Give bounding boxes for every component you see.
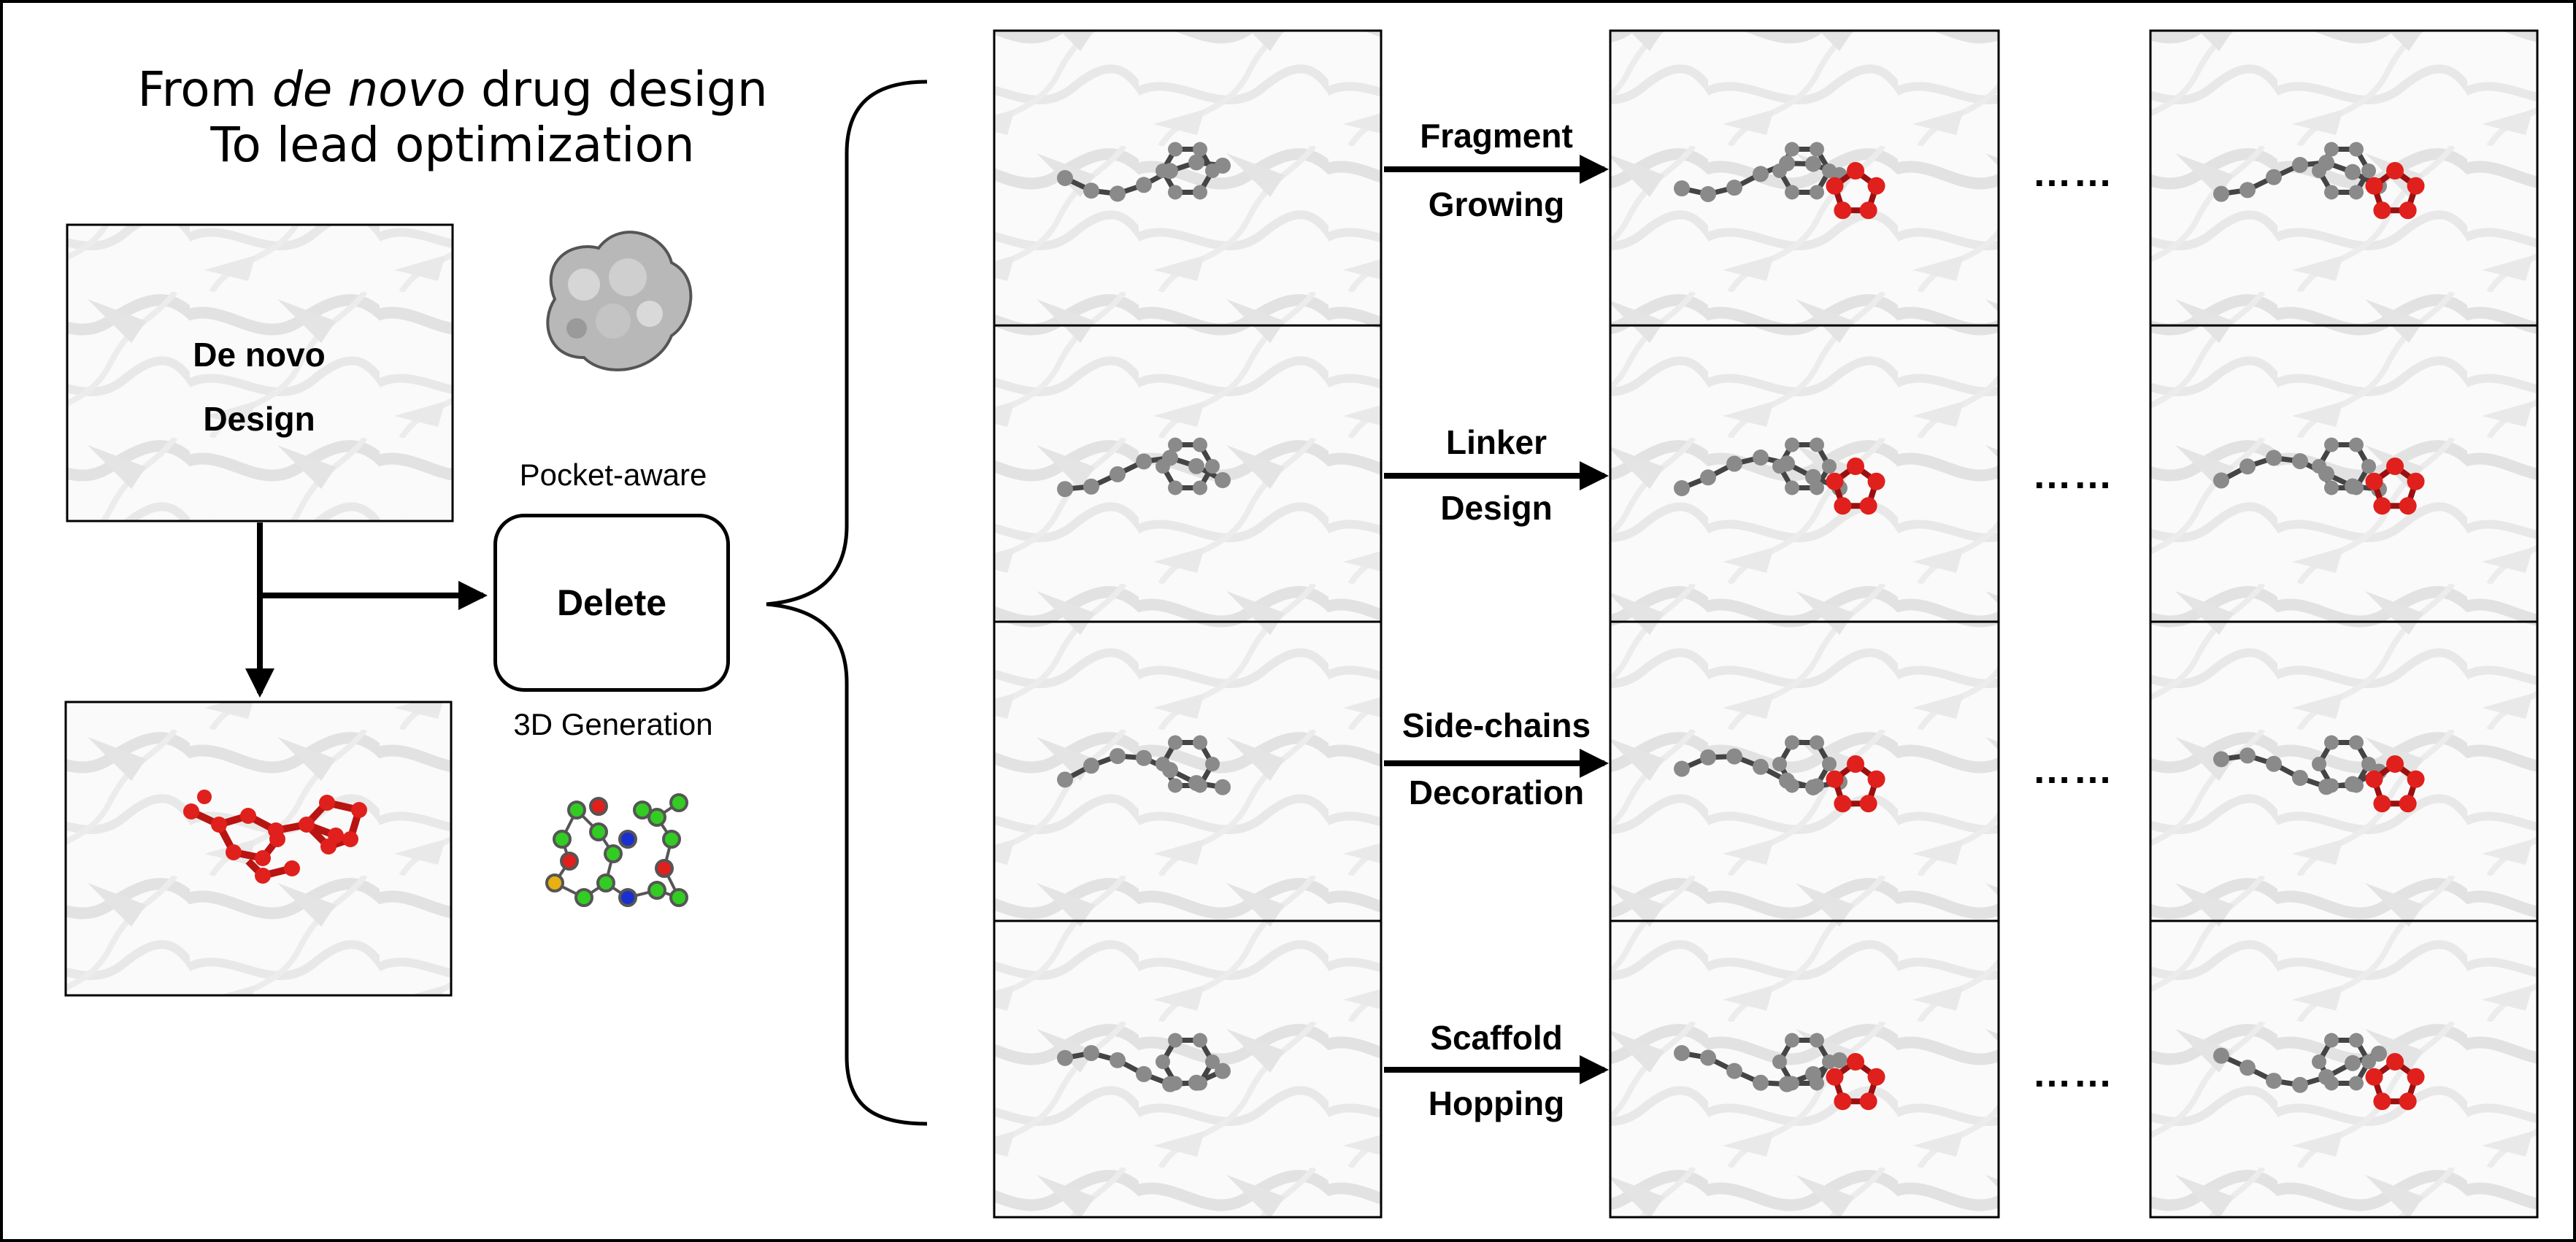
pocket-aware-label: Pocket-aware — [519, 458, 707, 492]
example-panel-r4-c2 — [1609, 919, 2000, 1219]
task-2-line2: Design — [1440, 489, 1553, 527]
ellipsis-row-4: …… — [2032, 1052, 2114, 1095]
task-3-line2: Decoration — [1408, 774, 1585, 811]
result-panel — [64, 701, 453, 997]
denovo-label-line1: De novo — [193, 336, 326, 374]
example-panel-r2-c3 — [2149, 324, 2539, 623]
title-line1: From de novo drug design — [137, 61, 768, 117]
task-4-line1: Scaffold — [1430, 1019, 1563, 1057]
example-panel-r1-c1 — [993, 29, 1383, 327]
protein-surface-icon — [546, 231, 693, 371]
task-2-line1: Linker — [1445, 423, 1547, 461]
ellipsis-row-3: …… — [2032, 748, 2114, 792]
red-ligand-result-atoms — [183, 790, 367, 884]
example-panel-r1-c2 — [1609, 29, 2000, 327]
example-panel-r2-c1 — [993, 324, 1383, 623]
example-panel-r3-c2 — [1609, 620, 2000, 922]
task-4-line2: Hopping — [1428, 1084, 1565, 1122]
example-panel-r4-c3 — [2149, 919, 2539, 1219]
example-panel-r1-c3 — [2149, 29, 2539, 327]
task-3-line1: Side-chains — [1402, 706, 1591, 744]
denovo-label-line2: Design — [203, 400, 315, 438]
title-italic: de novo — [272, 61, 466, 117]
task-1-line1: Fragment — [1420, 117, 1573, 155]
curly-brace — [766, 80, 928, 1126]
colored-molecule-icon — [545, 793, 688, 907]
delete-box: Delete — [493, 514, 730, 692]
example-panel-r3-c1 — [993, 620, 1383, 922]
example-panel-r4-c1 — [993, 919, 1383, 1219]
example-grid — [993, 29, 2539, 1219]
ellipsis-row-1: …… — [2032, 151, 2114, 195]
example-panel-r3-c3 — [2149, 620, 2539, 922]
ellipsis-row-2: …… — [2032, 453, 2114, 497]
example-panel-r2-c2 — [1609, 324, 2000, 623]
title-line2: To lead optimization — [210, 117, 695, 173]
task-1-line2: Growing — [1428, 185, 1565, 223]
denovo-panel — [66, 223, 454, 522]
generation-label: 3D Generation — [513, 707, 713, 741]
